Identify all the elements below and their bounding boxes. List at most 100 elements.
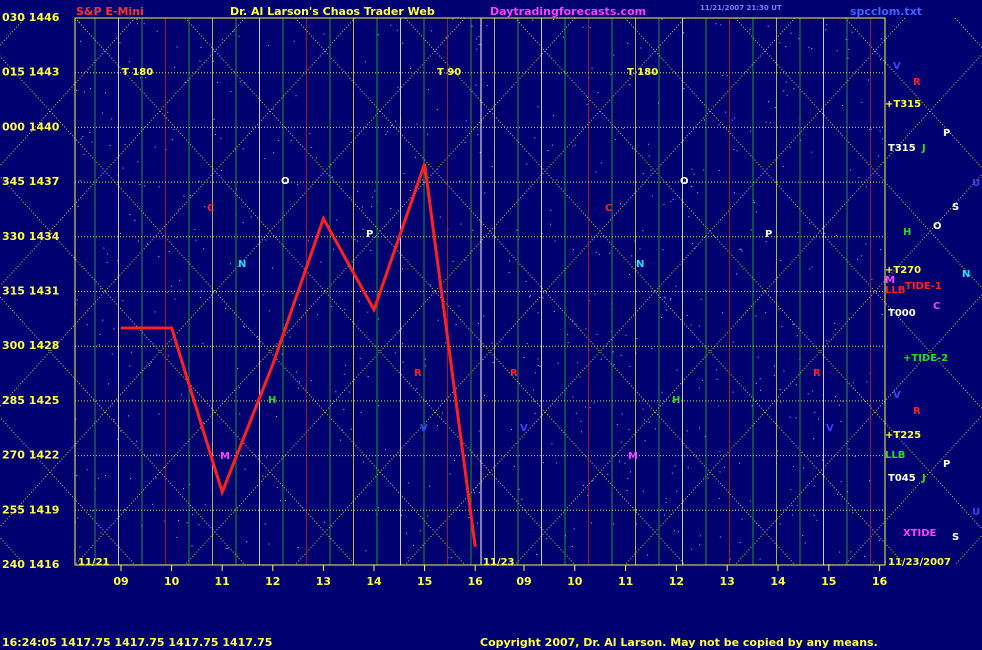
y-tick-label: 345 1437 <box>2 175 59 188</box>
star <box>542 297 544 299</box>
star <box>145 77 147 79</box>
star <box>739 462 741 464</box>
star <box>225 548 227 550</box>
diagonal <box>404 17 906 566</box>
star <box>550 209 552 211</box>
star <box>626 489 628 491</box>
star <box>613 523 615 525</box>
star <box>225 307 227 309</box>
star <box>685 447 687 449</box>
star <box>733 191 735 193</box>
star <box>591 67 593 69</box>
star <box>628 273 630 275</box>
star <box>670 299 672 301</box>
star <box>650 169 652 171</box>
star <box>475 84 477 86</box>
star <box>167 111 169 113</box>
star <box>755 315 757 317</box>
star <box>674 465 676 467</box>
star <box>401 268 403 270</box>
star <box>221 39 223 41</box>
star <box>367 375 369 377</box>
star <box>629 83 631 85</box>
star <box>542 462 544 464</box>
star <box>554 240 556 242</box>
star <box>534 137 536 139</box>
diagonal <box>514 53 982 566</box>
star <box>102 319 104 321</box>
star <box>547 150 549 152</box>
star <box>721 74 723 76</box>
star <box>242 222 244 224</box>
star <box>119 42 121 44</box>
diagonal <box>0 55 466 566</box>
star <box>137 161 139 163</box>
star <box>770 122 772 124</box>
star <box>785 81 787 83</box>
star <box>828 563 830 565</box>
star <box>186 522 188 524</box>
star <box>140 77 142 79</box>
star <box>621 413 623 415</box>
diagonal <box>74 17 576 566</box>
annotation: V <box>893 390 901 401</box>
star <box>365 550 367 552</box>
star <box>845 39 847 41</box>
star <box>834 328 836 330</box>
star <box>364 61 366 63</box>
star <box>802 535 804 537</box>
annotation: +T315 <box>885 99 921 110</box>
star <box>813 438 815 440</box>
star <box>779 388 781 390</box>
star <box>852 512 854 514</box>
star <box>452 18 454 20</box>
star <box>152 503 154 505</box>
y-tick-label: 015 1443 <box>2 66 59 79</box>
star <box>378 318 380 320</box>
annotation: T 90 <box>437 67 461 78</box>
star <box>749 500 751 502</box>
x-tick-label: 09 <box>516 575 531 588</box>
star <box>396 29 398 31</box>
star <box>150 362 152 364</box>
star <box>477 134 479 136</box>
star <box>272 108 274 110</box>
star <box>238 387 240 389</box>
star <box>154 146 156 148</box>
star <box>573 528 575 530</box>
star <box>880 38 882 40</box>
star <box>358 300 360 302</box>
star <box>703 169 705 171</box>
star <box>663 514 665 516</box>
star <box>644 419 646 421</box>
star <box>391 124 393 126</box>
star <box>609 252 611 254</box>
star <box>707 477 709 479</box>
symbol: S&P E-Mini <box>76 5 144 18</box>
annotation: C <box>207 203 214 214</box>
star <box>595 251 597 253</box>
star <box>740 248 742 250</box>
star <box>250 216 252 218</box>
annotation: +T225 <box>885 430 921 441</box>
star <box>720 24 722 26</box>
star <box>445 291 447 293</box>
star <box>262 294 264 296</box>
star <box>244 468 246 470</box>
star <box>298 304 300 306</box>
star <box>86 469 88 471</box>
star <box>562 36 564 38</box>
star <box>673 530 675 532</box>
star <box>648 155 650 157</box>
star <box>166 292 168 294</box>
star <box>244 326 246 328</box>
star <box>345 364 347 366</box>
star <box>865 243 867 245</box>
star <box>79 546 81 548</box>
star <box>577 362 579 364</box>
star <box>639 248 641 250</box>
star <box>729 558 731 560</box>
annotation: TIDE-1 <box>905 281 942 292</box>
star <box>571 545 573 547</box>
